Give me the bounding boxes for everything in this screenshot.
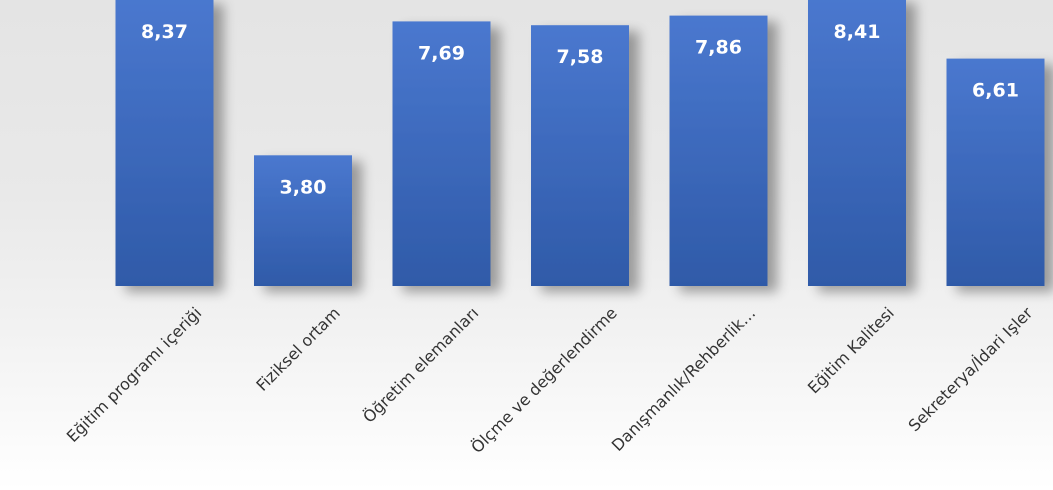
category-label: Sekreterya/İdari Işler — [905, 303, 1037, 435]
bar — [669, 15, 768, 286]
category-label: Danışmanlık/Rehberlik… — [608, 303, 759, 454]
category-label: Eğitim programı içeriği — [63, 303, 206, 446]
bar — [392, 21, 491, 287]
data-label: 6,61 — [972, 80, 1019, 102]
category-label: Öğretim elemanları — [359, 303, 482, 426]
bar — [808, 0, 906, 286]
data-labels-group: 8,37 3,80 7,69 7,58 7,86 8,41 6,61 — [141, 21, 1019, 198]
data-label: 8,37 — [141, 21, 188, 43]
bars-group — [115, 0, 1045, 287]
category-label: Ölçme ve değerlendirme — [467, 303, 621, 457]
bar — [531, 25, 629, 286]
category-label: Eğitim Kalitesi — [804, 303, 898, 397]
bar — [254, 155, 352, 286]
category-labels-group: Eğitim programı içeriği Fiziksel ortam Öğr… — [63, 303, 1037, 457]
category-label: Fiziksel ortam — [252, 303, 343, 394]
data-label: 3,80 — [280, 176, 327, 198]
bar — [115, 0, 214, 286]
bar — [946, 58, 1045, 286]
data-label: 8,41 — [834, 21, 881, 43]
data-label: 7,86 — [695, 37, 742, 59]
data-label: 7,69 — [418, 42, 465, 64]
data-label: 7,58 — [557, 46, 604, 68]
